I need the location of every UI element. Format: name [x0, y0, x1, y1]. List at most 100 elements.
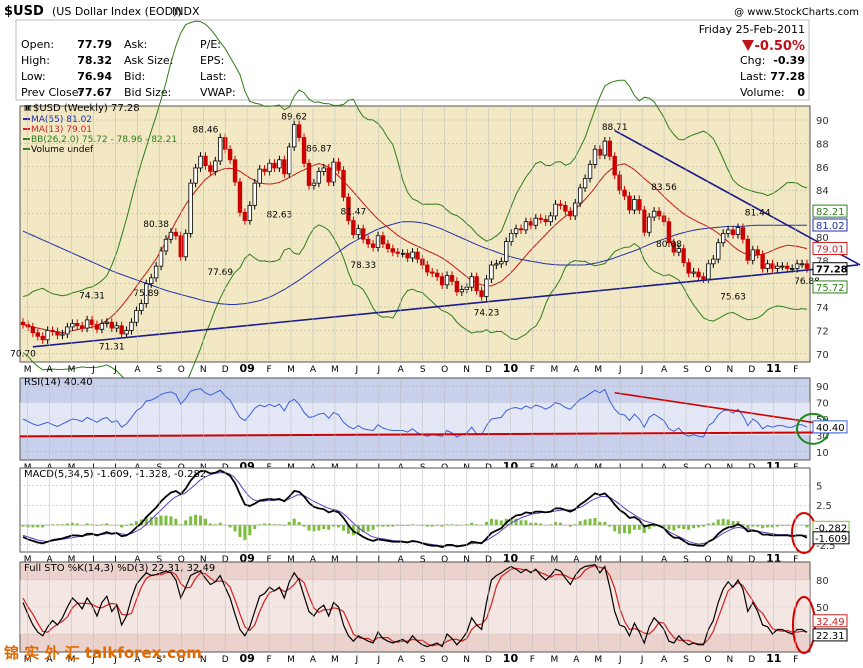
y-tick-label: 74 — [816, 303, 829, 314]
quote-value: 77.67 — [77, 86, 112, 99]
quote-label: Prev Close: — [21, 86, 82, 99]
x-tick-label: J — [640, 555, 644, 565]
price-annotation: 86.87 — [306, 144, 332, 154]
x-tick-label: J — [376, 555, 380, 565]
candle-body — [622, 189, 627, 197]
candle-body — [45, 330, 50, 341]
candle-body — [40, 335, 45, 341]
macd-histogram-bar — [342, 525, 346, 531]
macd-histogram-bar — [371, 525, 375, 530]
macd-histogram-bar — [588, 518, 592, 526]
candle-body — [775, 265, 780, 269]
candle-body — [780, 265, 785, 268]
macd-histogram-bar — [697, 525, 701, 528]
x-tick-label: M — [68, 555, 76, 565]
price-annotation: 80.08 — [656, 240, 682, 250]
candle-body — [183, 233, 188, 258]
quote-label: Volume: — [740, 86, 785, 99]
macd-histogram-bar — [213, 524, 217, 526]
x-tick-label: N — [727, 365, 734, 375]
candle-body — [587, 164, 593, 179]
macd-histogram-bar — [534, 522, 538, 526]
macd-histogram-bar — [499, 520, 503, 526]
x-tick-label: M — [287, 365, 295, 375]
candle-body — [203, 155, 208, 167]
candle-body — [139, 303, 144, 311]
x-tick-label: F — [530, 365, 535, 375]
x-tick-label: J — [91, 655, 95, 665]
macd-histogram-bar — [406, 525, 410, 526]
macd-histogram-bar — [194, 514, 198, 526]
x-tick-label: A — [310, 365, 317, 375]
x-tick-label: N — [727, 555, 734, 565]
candle-body — [351, 220, 356, 235]
right-value-box — [812, 218, 848, 232]
candle-body — [711, 258, 716, 265]
macd-histogram-bar — [751, 525, 755, 527]
price-annotation: 74.31 — [79, 292, 105, 302]
legend-entry: MA(13) 79.01 — [31, 125, 92, 135]
change-pct: -0.50% — [755, 39, 806, 54]
candle-body — [474, 276, 479, 292]
candle-body — [227, 148, 233, 161]
candle-body — [124, 330, 129, 335]
macd-histogram-bar — [248, 525, 252, 536]
sto-k-line — [22, 564, 808, 648]
price-annotation: 88.71 — [602, 123, 628, 133]
candle-body — [193, 167, 198, 184]
macd-histogram-bar — [243, 525, 247, 541]
candle-body — [479, 290, 484, 297]
x-tick-label: O — [178, 655, 185, 665]
sto-value-box — [812, 614, 848, 628]
macd-histogram-bar — [272, 524, 276, 526]
candle-body — [607, 140, 612, 157]
quote-label: Last: — [740, 70, 767, 83]
candle-body — [508, 233, 514, 242]
candle-body — [400, 252, 405, 255]
x-tick-label: M — [550, 365, 558, 375]
x-tick-label: A — [310, 655, 317, 665]
macd-histogram-bar — [105, 523, 109, 526]
x-tick-label: J — [355, 555, 359, 565]
macd-histogram-bar — [282, 525, 286, 526]
candle-body — [765, 263, 770, 269]
candle-body — [395, 251, 400, 254]
macd-histogram-bar — [603, 521, 607, 526]
price-title: $USD (Weekly) 77.28 — [33, 103, 140, 114]
y-tick-label: 30 — [816, 431, 829, 442]
quote-value: 78.32 — [77, 54, 112, 67]
macd-histogram-bar — [445, 524, 449, 526]
x-tick-label: M — [287, 655, 295, 665]
macd-histogram-bar — [573, 524, 577, 526]
candle-body — [257, 168, 262, 184]
x-tick-label: S — [156, 655, 162, 665]
x-tick-label: M — [331, 365, 339, 375]
x-tick-label: J — [113, 365, 117, 375]
watermark: @ www.StockCharts.com — [734, 7, 859, 18]
price-panel: 707274767880828486889070.7071.3174.3175.… — [10, 20, 861, 403]
macd-histogram-bar — [613, 525, 617, 532]
rsi-value-box — [812, 420, 848, 434]
candle-body — [439, 276, 445, 286]
y-tick-label: 80 — [816, 233, 829, 244]
candle-body — [415, 251, 420, 260]
x-tick-label: F — [266, 365, 271, 375]
y-tick-label: 90 — [816, 116, 829, 127]
right-value-box — [812, 280, 848, 294]
candle-body — [543, 218, 548, 223]
macd-histogram-bar — [401, 525, 405, 526]
macd-histogram-bar — [361, 525, 365, 533]
quote-value: 77.28 — [770, 70, 805, 83]
candle-body — [336, 161, 341, 171]
x-tick-label: M — [24, 555, 32, 565]
macd-histogram-bar — [489, 518, 493, 526]
macd-histogram-bar — [701, 525, 705, 527]
x-tick-label: D — [222, 365, 229, 375]
quote-value: 0 — [797, 86, 805, 99]
legend-entry: MA(55) 81.02 — [31, 115, 92, 125]
right-value-box — [812, 262, 848, 276]
rsi-value-label: 40.40 — [816, 423, 845, 434]
day-date: Friday 25-Feb-2011 — [699, 23, 805, 36]
macd-histogram-bar — [125, 525, 129, 526]
